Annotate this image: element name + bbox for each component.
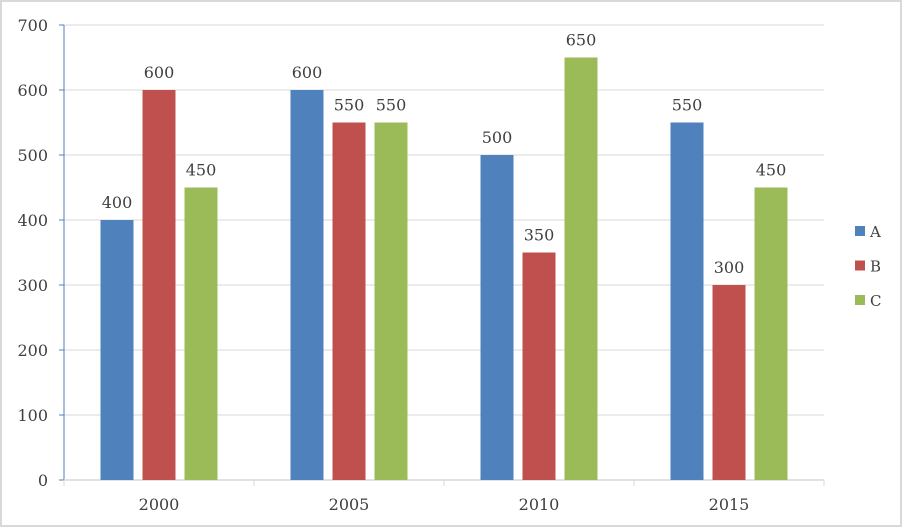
data-label: 450 — [186, 161, 217, 180]
data-label: 450 — [756, 161, 787, 180]
x-tick-label: 2015 — [709, 495, 750, 514]
x-tick-label: 2010 — [519, 495, 560, 514]
bar-c-2005 — [374, 122, 408, 480]
legend-label: B — [870, 258, 881, 276]
legend-swatch-a — [855, 226, 865, 236]
bar-a-2000 — [100, 220, 134, 480]
data-label: 600 — [292, 63, 323, 82]
bar-a-2015 — [670, 122, 704, 480]
bar-b-2000 — [142, 90, 176, 480]
y-tick-label: 0 — [38, 471, 48, 490]
bar-c-2010 — [564, 57, 598, 480]
bar-b-2005 — [332, 122, 366, 480]
y-tick-label: 500 — [17, 146, 48, 165]
y-tick-label: 600 — [17, 81, 48, 100]
data-label: 400 — [102, 193, 133, 212]
bar-b-2015 — [712, 285, 746, 480]
data-label: 350 — [524, 226, 555, 245]
bar-b-2010 — [522, 252, 556, 480]
y-tick-label: 700 — [17, 16, 48, 35]
legend-swatch-b — [855, 260, 865, 271]
data-label: 300 — [714, 258, 745, 277]
legend-label: C — [870, 292, 881, 310]
y-tick-label: 400 — [17, 211, 48, 230]
bar-c-2000 — [184, 187, 218, 480]
data-label: 550 — [672, 96, 703, 115]
data-label: 550 — [334, 96, 365, 115]
bar-a-2010 — [480, 155, 514, 480]
bar-c-2015 — [754, 187, 788, 480]
legend-label: A — [869, 223, 881, 241]
legend-swatch-c — [855, 295, 865, 305]
data-label: 600 — [144, 63, 175, 82]
data-label: 550 — [376, 96, 407, 115]
data-label: 500 — [482, 128, 513, 147]
bar-a-2005 — [290, 90, 324, 480]
x-tick-label: 2005 — [329, 495, 370, 514]
y-tick-label: 200 — [17, 341, 48, 360]
x-tick-label: 2000 — [139, 495, 180, 514]
data-label: 650 — [566, 31, 597, 50]
y-tick-label: 300 — [17, 276, 48, 295]
y-tick-label: 100 — [17, 406, 48, 425]
